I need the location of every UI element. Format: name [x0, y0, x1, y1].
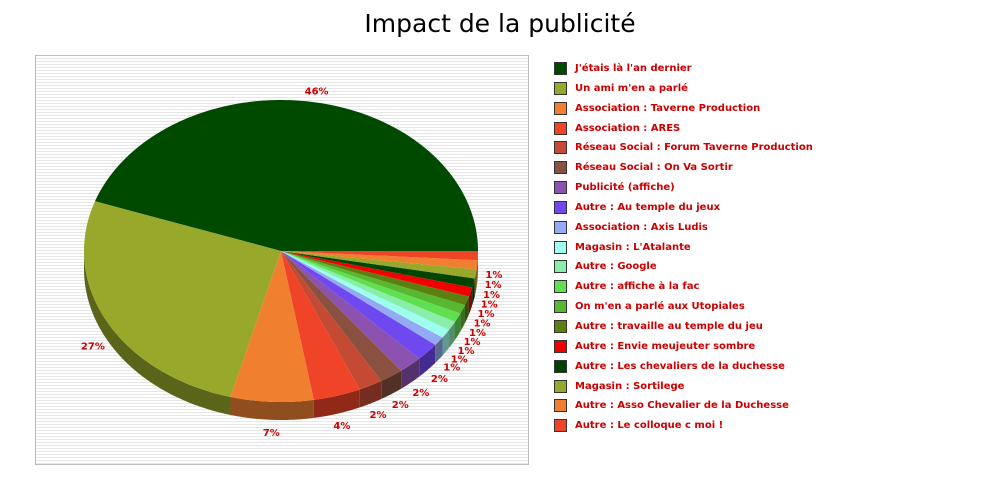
pie-slice-14 — [281, 251, 473, 297]
pie-side-15 — [472, 278, 475, 306]
legend-label: Autre : Le colloque c moi ! — [575, 420, 724, 432]
slice-label-15: 1% — [481, 300, 498, 311]
legend-swatch — [554, 220, 567, 234]
legend-label: Association : Axis Ludis — [575, 221, 708, 233]
legend-label: Association : Taverne Production — [575, 102, 761, 114]
legend-label: Magasin : Sortilege — [575, 380, 685, 392]
pie-slice-17 — [281, 251, 478, 270]
pie-side-7 — [419, 344, 436, 377]
legend-swatch — [554, 300, 567, 314]
pie-slice-0 — [94, 100, 478, 251]
pie-slice-2 — [230, 251, 314, 402]
pie-slice-9 — [281, 251, 450, 338]
pie-side-13 — [464, 296, 469, 324]
slice-label-12: 1% — [469, 328, 486, 339]
pie-side-6 — [401, 358, 420, 389]
slice-label-6: 2% — [412, 388, 429, 399]
pie-side-17 — [476, 260, 478, 288]
legend-label: Autre : Au temple du jeux — [575, 201, 721, 213]
slice-label-14: 1% — [478, 309, 495, 320]
legend-label: Un ami m'en a parlé — [575, 82, 688, 94]
slice-label-10: 1% — [458, 346, 475, 357]
legend-swatch — [554, 379, 567, 393]
legend-swatch — [554, 339, 567, 353]
legend-label: Autre : Envie meujeuter sombre — [575, 340, 756, 352]
pie-slice-15 — [281, 251, 475, 288]
legend-label: Autre : travaille au temple du jeu — [575, 320, 763, 332]
legend-swatch — [554, 141, 567, 155]
slice-label-18: 1% — [485, 270, 502, 281]
pie-side-4 — [359, 381, 382, 408]
slice-label-16: 1% — [483, 290, 500, 301]
pie-side-14 — [468, 287, 473, 315]
legend-swatch — [554, 121, 567, 135]
slice-label-3: 4% — [333, 421, 350, 432]
pie-slice-8 — [281, 251, 443, 345]
pie-side-12 — [460, 305, 465, 332]
pie-slice-7 — [281, 251, 436, 359]
pie-side-5 — [381, 370, 402, 399]
pie-slice-13 — [281, 251, 469, 306]
pie-side-16 — [474, 269, 477, 297]
legend-swatch — [554, 319, 567, 333]
slice-label-1: 27% — [81, 341, 105, 352]
pie-slice-3 — [281, 251, 360, 400]
pie-side-9 — [442, 329, 450, 356]
legend-swatch — [554, 200, 567, 214]
pie-slice-16 — [281, 251, 477, 279]
legend-swatch — [554, 280, 567, 294]
pie-side-1 — [84, 251, 231, 415]
pie-side-2 — [230, 396, 314, 420]
pie-slice-10 — [281, 251, 455, 330]
pie-slice-6 — [281, 251, 420, 371]
legend-label: Association : ARES — [575, 122, 681, 134]
slice-label-9: 1% — [451, 354, 468, 365]
legend-swatch — [554, 181, 567, 195]
pie-slice-5 — [281, 251, 402, 381]
pie-slice-4 — [281, 251, 382, 390]
slice-label-11: 1% — [464, 337, 481, 348]
legend-swatch — [554, 240, 567, 254]
pie-slice-1 — [84, 201, 281, 397]
pie-side-3 — [313, 389, 360, 418]
slice-label-17: 1% — [485, 280, 502, 291]
pie-slice-12 — [281, 251, 465, 314]
legend-swatch — [554, 359, 567, 373]
legend-label: Autre : affiche à la fac — [575, 281, 700, 293]
legend-label: J'étais là l'an dernier — [575, 63, 692, 74]
legend-swatch — [554, 260, 567, 274]
slice-label-8: 1% — [443, 362, 460, 373]
legend-swatch — [554, 419, 567, 433]
legend-label: Magasin : L'Atalante — [575, 241, 691, 253]
legend-label: Publicité (affiche) — [575, 182, 675, 194]
legend-label: Autre : Asso Chevalier de la Duchesse — [575, 400, 789, 412]
legend-swatch — [554, 101, 567, 115]
legend-swatch — [554, 62, 567, 75]
chart-title: Impact de la publicité — [364, 9, 636, 38]
slice-label-2: 7% — [263, 428, 280, 439]
legend-label: Réseau Social : On Va Sortir — [575, 162, 733, 174]
legend-label: Réseau Social : Forum Taverne Production — [575, 142, 813, 154]
legend-label: On m'en a parlé aux Utopiales — [575, 301, 745, 313]
pie-side-8 — [435, 337, 443, 363]
pie-slice-18 — [281, 251, 478, 261]
legend-swatch — [554, 161, 567, 175]
pie-side-11 — [455, 313, 461, 340]
pie-slice-11 — [281, 251, 461, 322]
pie-side-10 — [449, 321, 455, 348]
slice-label-4: 2% — [370, 410, 387, 421]
legend-label: Autre : Les chevaliers de la duchesse — [575, 360, 785, 372]
legend-swatch — [554, 399, 567, 413]
legend-swatch — [554, 81, 567, 95]
slice-label-5: 2% — [392, 400, 409, 411]
slice-label-13: 1% — [474, 319, 491, 330]
legend-label: Autre : Google — [575, 261, 657, 273]
slice-label-0: 46% — [305, 86, 329, 97]
slice-label-7: 2% — [431, 374, 448, 385]
